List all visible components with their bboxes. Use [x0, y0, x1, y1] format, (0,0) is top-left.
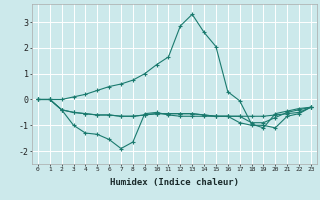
X-axis label: Humidex (Indice chaleur): Humidex (Indice chaleur): [110, 178, 239, 187]
